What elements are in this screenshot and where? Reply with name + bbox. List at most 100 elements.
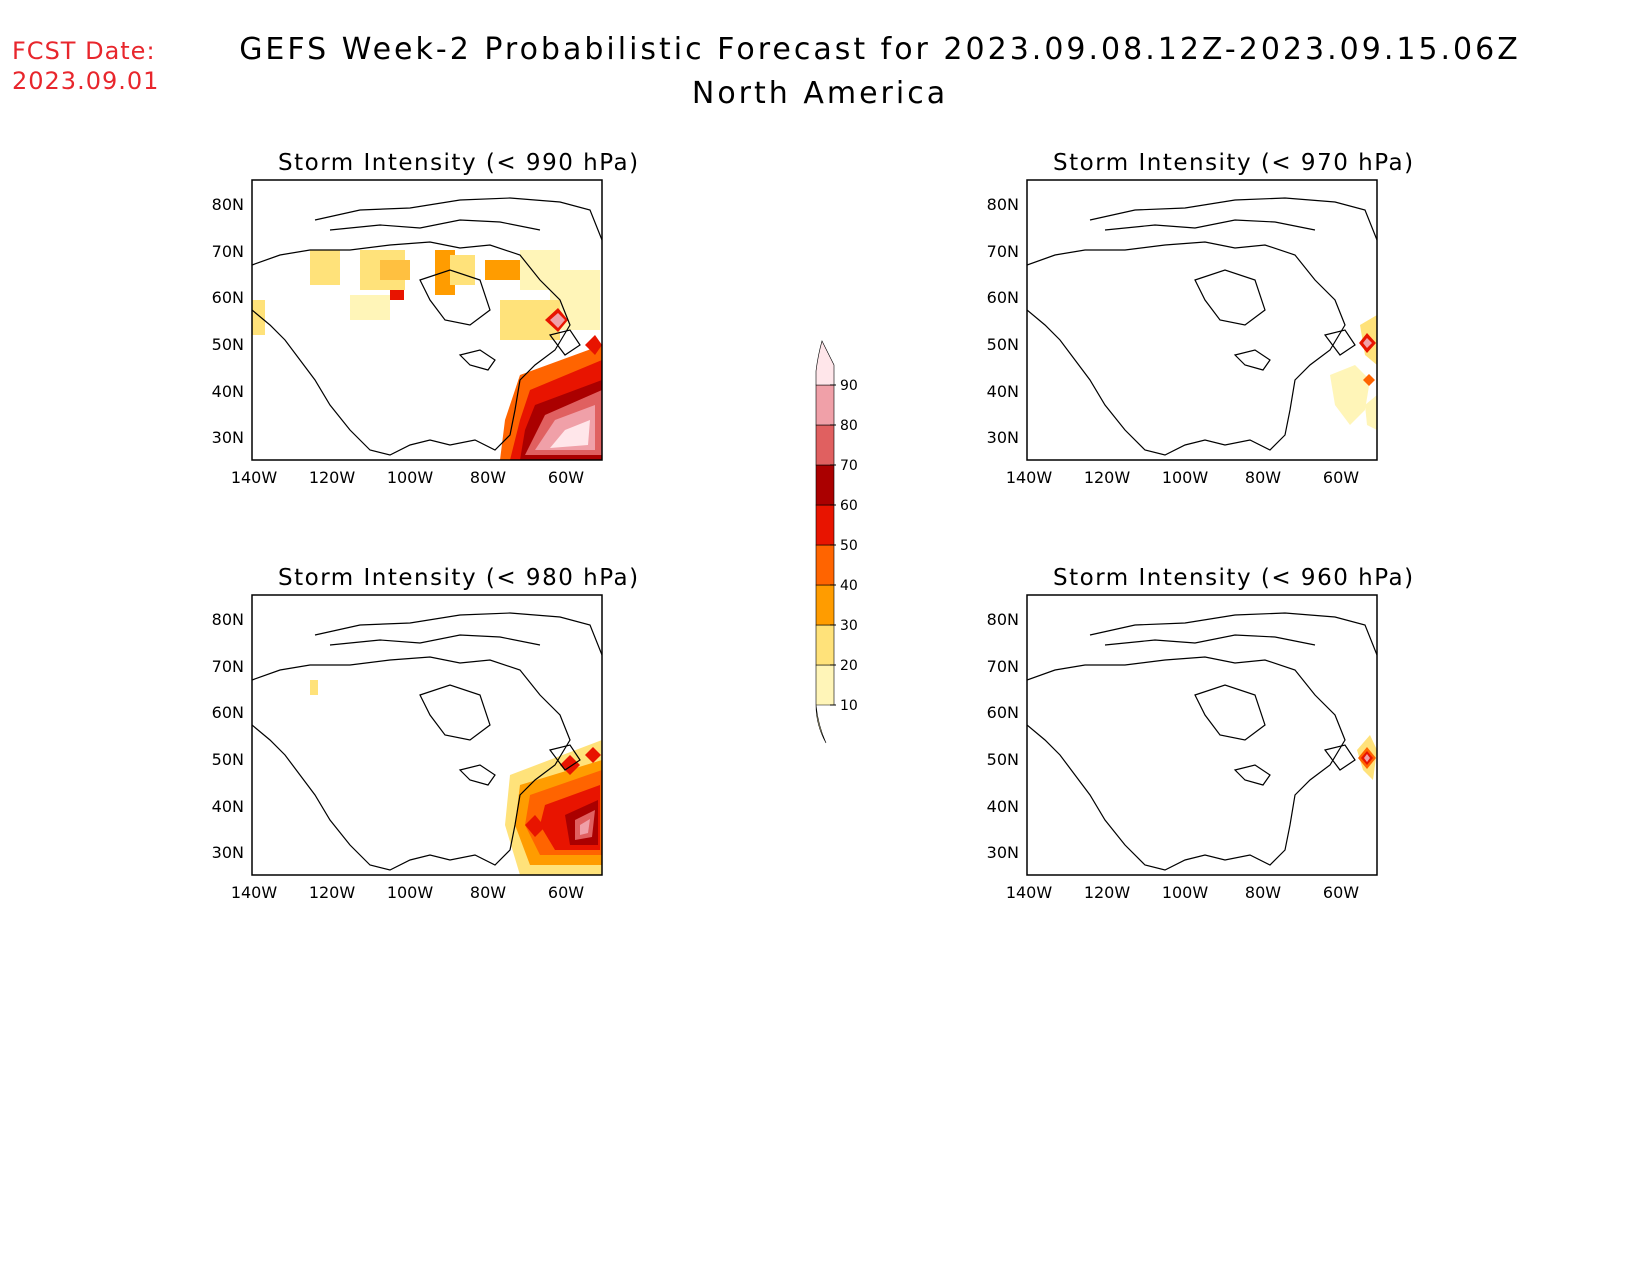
colorbar-level-label: 10: [840, 698, 858, 714]
colorbar-level-label: 90: [840, 378, 858, 394]
colorbar-swatch: [815, 504, 835, 546]
map-980: 80N 70N 60N 50N 40N 30N 140W 120W 100W 8…: [212, 594, 603, 902]
colorbar-level-label: 60: [840, 498, 858, 514]
probability-shading-970: [1330, 315, 1377, 430]
lat-label: 40N: [987, 382, 1019, 401]
lat-label: 50N: [212, 750, 244, 769]
colorbar-svg: 10 20 30 40 50 60 70 80 90: [815, 340, 858, 744]
lat-label: 40N: [212, 797, 244, 816]
colorbar-swatch: [815, 624, 835, 666]
map-frame-960: [1026, 594, 1378, 876]
lat-label: 50N: [987, 750, 1019, 769]
lon-label: 140W: [1006, 468, 1053, 487]
colorbar: 10 20 30 40 50 60 70 80 90: [800, 330, 880, 750]
lon-label: 120W: [1084, 468, 1131, 487]
colorbar-level-label: 30: [840, 618, 858, 634]
panel-990: Storm Intensity (< 990 hPa): [212, 150, 780, 530]
lat-axis-990: 80N 70N 60N 50N 40N 30N: [212, 195, 244, 447]
lat-label: 70N: [212, 657, 244, 676]
lat-label: 80N: [212, 610, 244, 629]
coastlines-990: [252, 197, 602, 456]
lon-label: 60W: [548, 468, 584, 487]
colorbar-level-label: 50: [840, 538, 858, 554]
coastlines-980: [252, 612, 602, 871]
forecast-date-label: FCST Date:: [12, 37, 156, 65]
lat-label: 30N: [987, 843, 1019, 862]
lat-label: 80N: [987, 195, 1019, 214]
colorbar-swatch: [815, 340, 835, 386]
lat-label: 40N: [987, 797, 1019, 816]
lon-label: 100W: [387, 468, 434, 487]
colorbar-level-label: 40: [840, 578, 858, 594]
lat-label: 50N: [987, 335, 1019, 354]
map-960: 80N 70N 60N 50N 40N 30N 140W 120W 100W 8…: [987, 594, 1378, 902]
panel-title-980: Storm Intensity (< 980 hPa): [278, 565, 640, 591]
map-frame-970: [1026, 179, 1378, 461]
colorbar-swatch: [815, 664, 835, 744]
map-frame-980: [251, 594, 603, 876]
colorbar-swatch: [815, 424, 835, 466]
lon-label: 60W: [1323, 883, 1359, 902]
panel-970: Storm Intensity (< 970 hPa) 80N 70N 60N …: [987, 150, 1555, 530]
map-970: 80N 70N 60N 50N 40N 30N 140W 120W 100W 8…: [987, 179, 1378, 487]
probability-shading-960: [1357, 735, 1377, 780]
colorbar-level-label: 20: [840, 658, 858, 674]
colorbar-swatch: [815, 464, 835, 506]
lon-label: 120W: [309, 883, 356, 902]
map-990: 80N 70N 60N 50N 40N 30N 140W 120W 100W 8…: [212, 179, 603, 487]
page-title: GEFS Week-2 Probabilistic Forecast for 2…: [239, 32, 1521, 67]
lon-label: 80W: [470, 883, 506, 902]
lon-label: 60W: [1323, 468, 1359, 487]
probability-shading-980: [310, 680, 602, 875]
lon-label: 80W: [470, 468, 506, 487]
region-subtitle: North America: [691, 76, 949, 111]
lon-axis-960: 140W 120W 100W 80W 60W: [1006, 883, 1359, 902]
lon-label: 60W: [548, 883, 584, 902]
colorbar-labels: 10 20 30 40 50 60 70 80 90: [830, 378, 858, 714]
lat-label: 60N: [987, 703, 1019, 722]
lat-label: 70N: [987, 242, 1019, 261]
lon-label: 100W: [1162, 468, 1209, 487]
forecast-date-value: 2023.09.01: [12, 67, 160, 95]
forecast-date: FCST Date: 2023.09.01: [12, 36, 159, 96]
lon-label: 80W: [1245, 468, 1281, 487]
lon-label: 140W: [1006, 883, 1053, 902]
colorbar-swatch: [815, 544, 835, 586]
lon-axis-980: 140W 120W 100W 80W 60W: [231, 883, 584, 902]
lat-label: 70N: [987, 657, 1019, 676]
lon-axis-990: 140W 120W 100W 80W 60W: [231, 468, 584, 487]
lat-label: 50N: [212, 335, 244, 354]
lat-label: 60N: [212, 288, 244, 307]
lon-label: 120W: [1084, 883, 1131, 902]
lon-label: 80W: [1245, 883, 1281, 902]
colorbar-level-label: 70: [840, 458, 858, 474]
lat-axis-960: 80N 70N 60N 50N 40N 30N: [987, 610, 1019, 862]
probability-shading-990: [252, 250, 602, 460]
coastlines-970: [1027, 197, 1377, 456]
lat-label: 80N: [212, 195, 244, 214]
panel-980: Storm Intensity (< 980 hPa) 80N: [212, 565, 780, 945]
lon-label: 100W: [1162, 883, 1209, 902]
panel-title-960: Storm Intensity (< 960 hPa): [1053, 565, 1415, 591]
colorbar-swatch: [815, 584, 835, 626]
lon-label: 100W: [387, 883, 434, 902]
lon-label: 120W: [309, 468, 356, 487]
lat-label: 70N: [212, 242, 244, 261]
lat-label: 60N: [987, 288, 1019, 307]
panel-960: Storm Intensity (< 960 hPa) 80N 70N 60N …: [987, 565, 1555, 945]
lat-axis-980: 80N 70N 60N 50N 40N 30N: [212, 610, 244, 862]
colorbar-level-label: 80: [840, 418, 858, 434]
lat-axis-970: 80N 70N 60N 50N 40N 30N: [987, 195, 1019, 447]
coastlines-960: [1027, 612, 1377, 871]
lat-label: 80N: [987, 610, 1019, 629]
lon-label: 140W: [231, 468, 278, 487]
colorbar-swatch: [815, 384, 835, 426]
lat-label: 60N: [212, 703, 244, 722]
lat-label: 30N: [212, 843, 244, 862]
lon-label: 140W: [231, 883, 278, 902]
lon-axis-970: 140W 120W 100W 80W 60W: [1006, 468, 1359, 487]
panel-title-990: Storm Intensity (< 990 hPa): [278, 150, 640, 176]
map-frame-990: [251, 179, 603, 461]
colorbar-swatches: [815, 340, 835, 744]
lat-label: 40N: [212, 382, 244, 401]
